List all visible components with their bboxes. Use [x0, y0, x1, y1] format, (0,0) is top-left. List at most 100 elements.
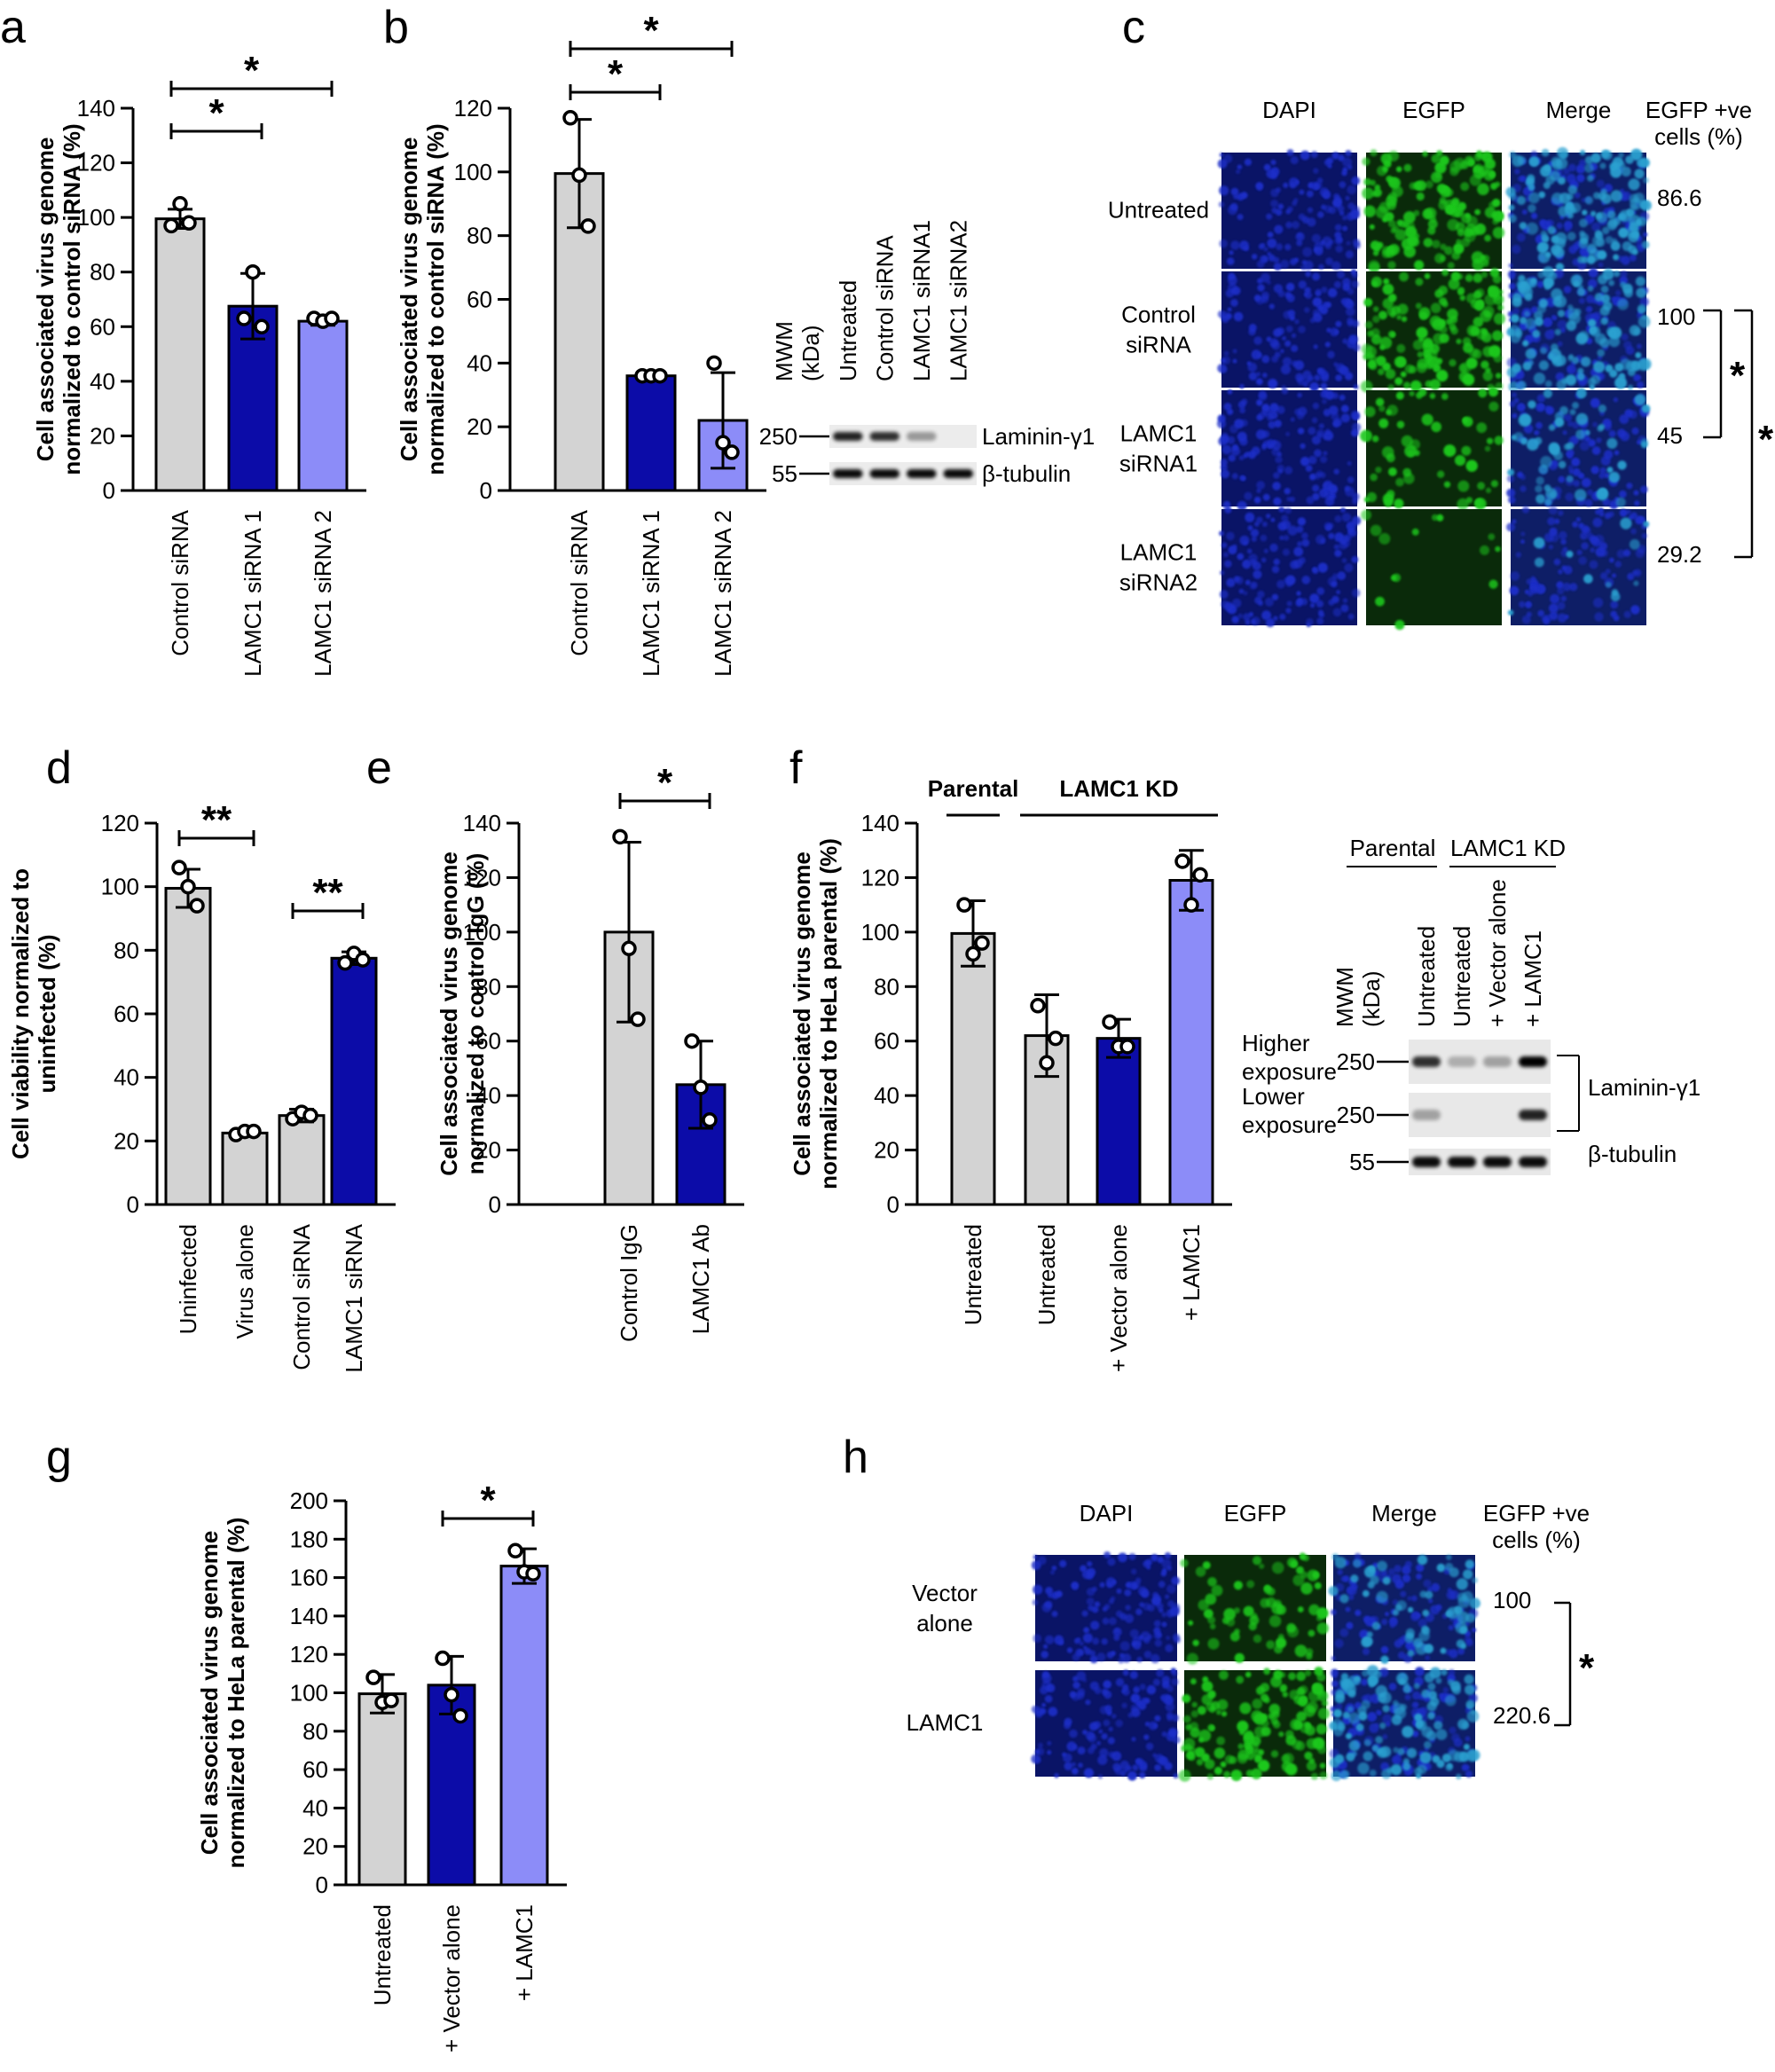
cell — [1268, 1703, 1281, 1715]
cell — [1312, 484, 1320, 492]
pct-header: EGFP +ve — [1483, 1500, 1590, 1527]
cell — [1293, 546, 1304, 557]
cell — [1323, 451, 1328, 456]
cell — [1276, 243, 1284, 251]
cell — [1584, 163, 1594, 174]
cell — [1629, 193, 1639, 204]
cell — [1567, 420, 1574, 428]
cell — [1342, 278, 1351, 286]
cell — [1340, 1575, 1347, 1582]
cell — [1268, 303, 1275, 310]
cell — [1506, 475, 1515, 483]
cell — [1605, 364, 1614, 373]
cell — [1262, 493, 1270, 501]
cell — [1434, 253, 1445, 264]
cell — [1400, 1590, 1407, 1597]
cell — [1245, 451, 1250, 457]
pct-value: 100 — [1657, 303, 1695, 330]
cell — [1491, 330, 1504, 341]
cell — [1570, 274, 1583, 287]
cell — [1237, 500, 1247, 511]
cell — [1406, 1747, 1418, 1759]
cell — [1411, 528, 1419, 536]
cell — [1540, 456, 1552, 468]
cell — [1160, 1570, 1167, 1577]
data-point — [1183, 897, 1199, 913]
cell — [1549, 603, 1559, 614]
cell — [1150, 1653, 1160, 1664]
cell — [1331, 595, 1339, 604]
cell — [1535, 476, 1544, 485]
cell — [1537, 271, 1545, 279]
cell — [1640, 441, 1648, 449]
cell — [1488, 170, 1496, 178]
cell — [1186, 1652, 1198, 1665]
cell — [1161, 1621, 1167, 1628]
cell — [1324, 497, 1335, 506]
cell — [1230, 446, 1241, 456]
cell — [1482, 346, 1494, 357]
cell — [1606, 220, 1617, 231]
cell — [1392, 225, 1400, 232]
cell — [1576, 388, 1587, 399]
cell — [1099, 1581, 1105, 1588]
cell — [1469, 1597, 1481, 1609]
y-tick-label: 100 — [861, 919, 899, 946]
cell — [1611, 296, 1616, 302]
cell — [1237, 1720, 1249, 1732]
cell — [1237, 214, 1244, 221]
cell — [1493, 312, 1505, 325]
cell — [1551, 288, 1563, 301]
cell — [1486, 437, 1494, 444]
cell — [1143, 1651, 1152, 1659]
cell — [1609, 557, 1614, 563]
cell — [1124, 1589, 1132, 1597]
cell — [1510, 571, 1520, 581]
cell — [1266, 169, 1276, 179]
cell — [1422, 1609, 1430, 1617]
cell — [1263, 1668, 1270, 1676]
cell — [1188, 1746, 1197, 1755]
cell — [1588, 318, 1597, 327]
cell — [1602, 150, 1613, 161]
y-tick-label: 60 — [467, 286, 492, 313]
cell — [1347, 202, 1355, 210]
cell — [1385, 1722, 1391, 1727]
y-axis-label: normalized to HeLa parental (%) — [223, 1518, 249, 1869]
cell — [1277, 290, 1285, 298]
category-label: LAMC1 siRNA 2 — [310, 510, 336, 677]
cell — [1456, 1578, 1468, 1590]
cell — [1607, 328, 1618, 339]
cell — [1284, 506, 1292, 514]
cell — [1431, 514, 1439, 522]
cell — [1519, 413, 1532, 427]
category-label: Control siRNA — [566, 509, 593, 655]
cell — [1362, 1589, 1370, 1597]
cell — [1465, 459, 1478, 472]
cell — [1554, 238, 1566, 249]
cell — [1312, 297, 1323, 307]
cell — [1345, 299, 1355, 310]
cell — [1256, 260, 1265, 269]
cell — [1248, 612, 1253, 617]
pct-value: 45 — [1657, 422, 1683, 449]
cell — [1480, 332, 1492, 343]
cell — [1152, 1678, 1160, 1686]
cell — [1547, 225, 1557, 235]
cell — [1232, 598, 1242, 608]
cell — [1337, 237, 1343, 242]
cell — [1307, 217, 1316, 227]
cell — [1272, 482, 1281, 491]
cell — [1387, 150, 1400, 162]
cell — [1341, 513, 1352, 522]
cell — [1209, 1707, 1216, 1714]
cell — [1132, 1581, 1141, 1589]
cell — [1482, 305, 1495, 318]
cell — [1269, 403, 1279, 413]
cell — [1425, 1590, 1433, 1599]
cell — [1362, 157, 1371, 166]
cell — [1309, 473, 1316, 481]
cell — [1273, 558, 1280, 566]
cell — [1465, 1765, 1470, 1770]
